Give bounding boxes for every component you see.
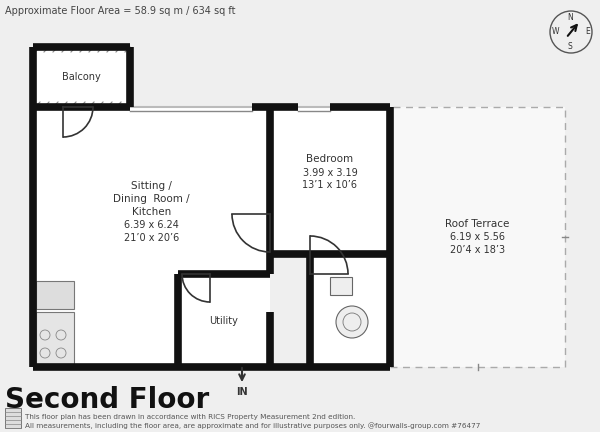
Bar — [36, 312, 74, 364]
Text: W: W — [552, 28, 560, 36]
Text: N: N — [567, 13, 573, 22]
Text: S: S — [568, 42, 572, 51]
Bar — [5, 408, 21, 428]
Bar — [390, 107, 565, 367]
Text: 13’1 x 10’6: 13’1 x 10’6 — [302, 181, 358, 191]
Bar — [33, 47, 130, 107]
Text: This floor plan has been drawn in accordance with RICS Property Measurement 2nd : This floor plan has been drawn in accord… — [25, 414, 355, 420]
Bar — [310, 254, 390, 367]
Text: 21’0 x 20’6: 21’0 x 20’6 — [124, 233, 179, 243]
Circle shape — [336, 306, 368, 338]
Text: All measurements, including the floor area, are approximate and for illustrative: All measurements, including the floor ar… — [25, 422, 481, 429]
Text: IN: IN — [236, 387, 248, 397]
Text: Roof Terrace: Roof Terrace — [445, 219, 509, 229]
Text: 6.19 x 5.56: 6.19 x 5.56 — [450, 232, 505, 242]
Bar — [178, 274, 270, 367]
Text: 6.39 x 6.24: 6.39 x 6.24 — [124, 220, 179, 230]
Text: Approximate Floor Area = 58.9 sq m / 634 sq ft: Approximate Floor Area = 58.9 sq m / 634… — [5, 6, 235, 16]
Text: Utility: Utility — [209, 315, 238, 325]
Bar — [270, 107, 390, 254]
Bar — [390, 107, 565, 367]
Bar — [330, 277, 352, 295]
Text: 3.99 x 3.19: 3.99 x 3.19 — [302, 168, 358, 178]
Text: E: E — [585, 28, 590, 36]
Text: Second Floor: Second Floor — [5, 386, 209, 414]
Bar — [33, 107, 270, 367]
Bar — [36, 281, 74, 309]
Text: Balcony: Balcony — [62, 72, 101, 82]
Text: Sitting /: Sitting / — [131, 181, 172, 191]
Text: Dining  Room /: Dining Room / — [113, 194, 190, 204]
Text: Bedroom: Bedroom — [307, 155, 353, 165]
Text: 20’4 x 18’3: 20’4 x 18’3 — [450, 245, 505, 255]
Text: Kitchen: Kitchen — [132, 207, 171, 217]
